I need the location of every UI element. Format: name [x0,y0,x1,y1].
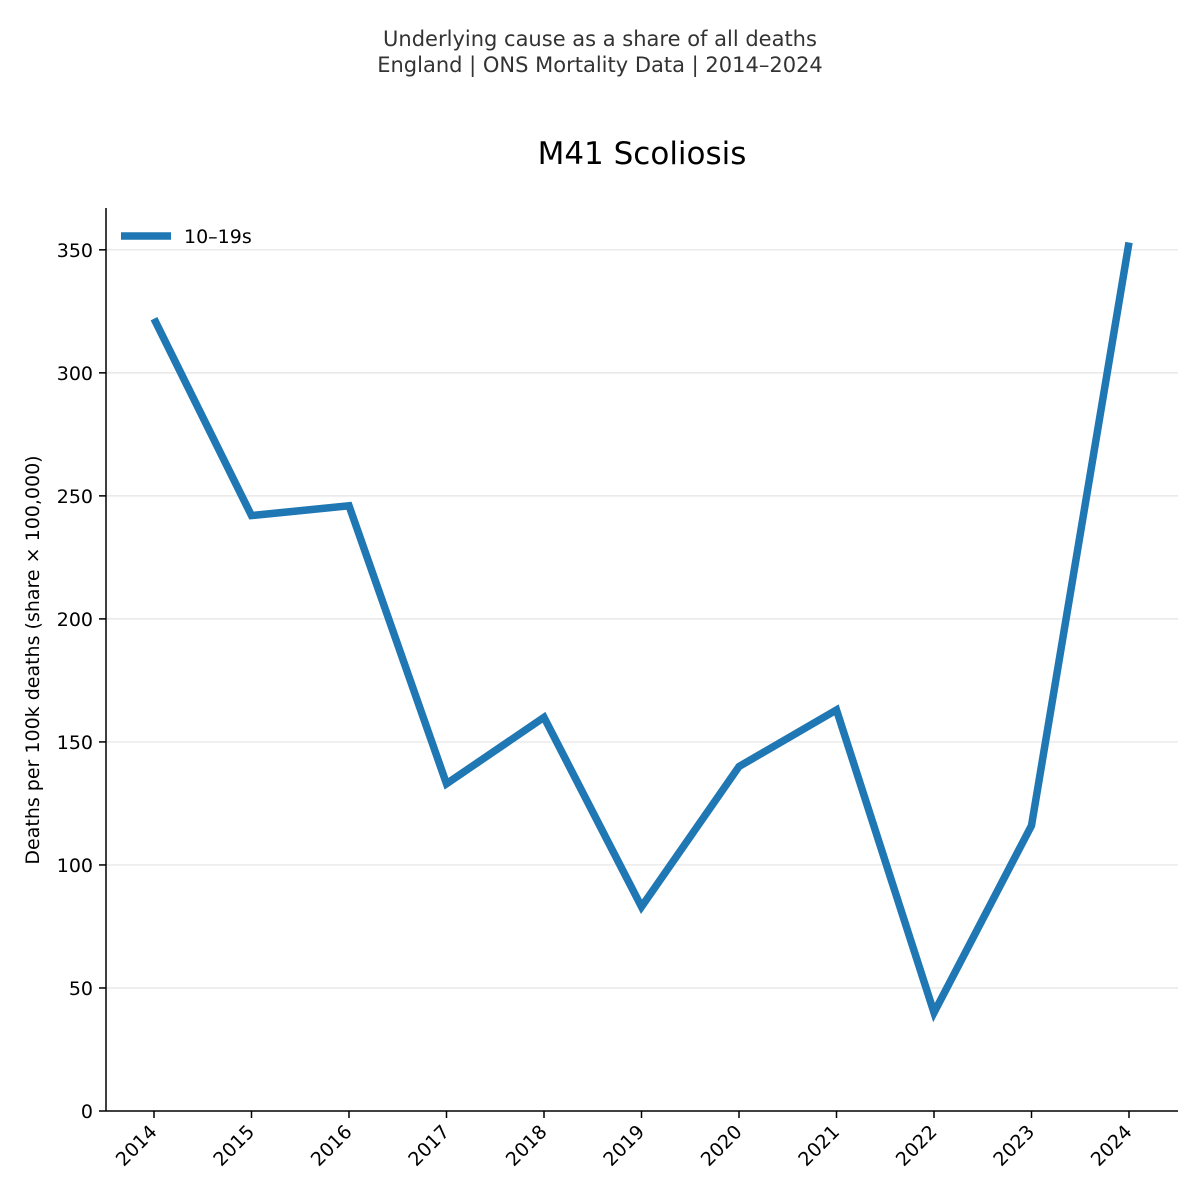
x-tick-label: 2016 [307,1121,357,1171]
chart-suptitle-line2: England | ONS Mortality Data | 2014–2024 [377,53,823,77]
x-tick-label: 2020 [697,1121,747,1171]
y-tick-label: 350 [57,240,93,262]
y-tick-label: 100 [57,855,93,877]
x-tick-label: 2021 [794,1121,844,1171]
x-tick-label: 2019 [599,1121,649,1171]
y-tick-label: 300 [57,363,93,385]
chart-title: M41 Scoliosis [537,136,747,172]
x-tick-label: 2023 [989,1121,1039,1171]
x-tick-label: 2024 [1087,1121,1137,1171]
y-tick-label: 0 [81,1101,93,1123]
x-tick-label: 2015 [209,1121,259,1171]
chart-suptitle-line1: Underlying cause as a share of all death… [383,27,817,51]
y-tick-label: 250 [57,486,93,508]
y-tick-label: 200 [57,609,93,631]
y-axis-label: Deaths per 100k deaths (share × 100,000) [22,455,44,864]
x-tick-label: 2014 [112,1121,162,1171]
y-tick-label: 150 [57,732,93,754]
x-tick-label: 2017 [404,1121,454,1171]
legend-label: 10–19s [184,226,252,248]
series-line [150,241,1133,1023]
gridlines [106,249,1178,989]
y-tick-label: 50 [69,978,93,1000]
x-tick-label: 2018 [502,1121,552,1171]
x-tick-label: 2022 [892,1121,942,1171]
y-axis-ticks: 0 50 100 150 200 250 300 350 [57,240,106,1123]
legend: 10–19s [121,226,252,248]
x-axis-ticks: 2014 2015 2016 2017 2018 2019 2020 2021 2022 2023… [112,1111,1137,1171]
series-group [150,241,1133,1023]
